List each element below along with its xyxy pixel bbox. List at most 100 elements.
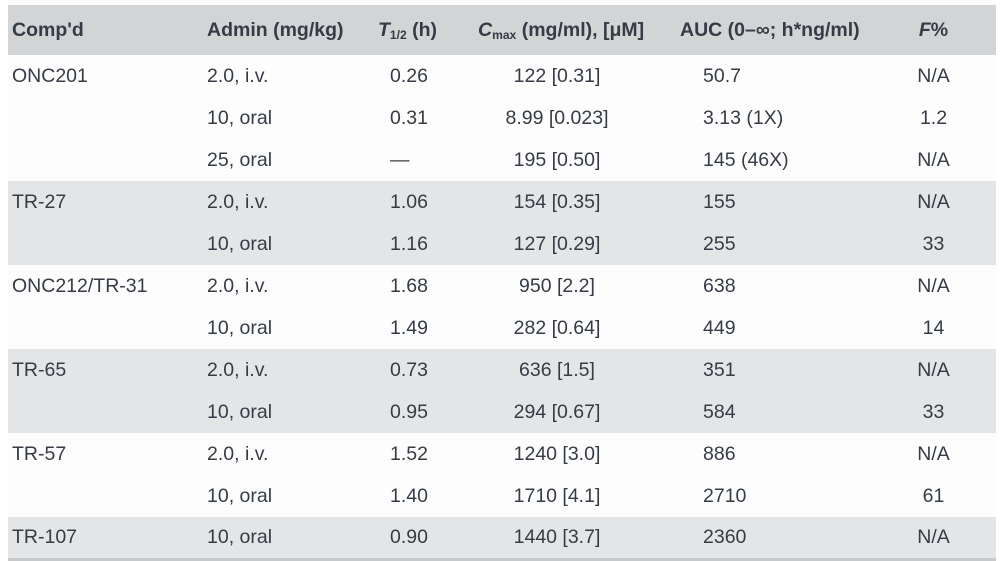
- cell-compound: [8, 307, 203, 349]
- table-row: TR-65 2.0, i.v. 0.73 636 [1.5] 351 N/A: [8, 349, 996, 391]
- cell-auc: 449: [703, 316, 736, 339]
- table-row: 10, oral 1.49 282 [0.64] 449 14: [8, 307, 996, 349]
- cell-administration: 10, oral: [203, 517, 375, 561]
- cell-half-life: 1.49: [390, 316, 428, 339]
- cell-administration: 2.0, i.v.: [207, 190, 269, 213]
- cell-half-life: 0.31: [390, 106, 428, 129]
- cell-auc: 2360: [641, 517, 871, 561]
- cell-half-life: 0.95: [390, 400, 428, 423]
- cell-bioavailability: 61: [922, 484, 945, 507]
- cell-compound: TR-107: [8, 517, 203, 561]
- column-header-compd: Comp'd: [8, 5, 203, 55]
- cell-administration: 10, oral: [207, 400, 273, 423]
- cell-auc: 50.7: [703, 64, 741, 87]
- cell-bioavailability: N/A: [917, 442, 950, 465]
- cell-compound: TR-27: [12, 190, 67, 213]
- cell-bioavailability: 33: [922, 400, 945, 423]
- cell-auc: 255: [703, 232, 736, 255]
- cell-half-life: 1.40: [390, 484, 428, 507]
- cell-half-life: 1.52: [390, 442, 428, 465]
- cell-cmax: 122 [0.31]: [513, 64, 601, 87]
- thalf-subscript: 1/2: [389, 27, 407, 42]
- cell-administration: 2.0, i.v.: [207, 64, 269, 87]
- cell-compound: [8, 139, 203, 181]
- fpct-unit: %: [930, 18, 949, 41]
- table-header: Comp'd Admin (mg/kg) T1/2 (h) Cmax (mg/m…: [8, 5, 996, 55]
- table-row: 25, oral — 195 [0.50] 145 (46X) N/A: [8, 139, 996, 181]
- cell-bioavailability: 14: [922, 316, 945, 339]
- cell-half-life: 0.90: [375, 517, 473, 561]
- header-row: Comp'd Admin (mg/kg) T1/2 (h) Cmax (mg/m…: [8, 5, 996, 55]
- cell-compound: TR-65: [12, 358, 67, 381]
- cmax-unit: (mg/ml), [μM]: [516, 18, 645, 41]
- cell-half-life: 1.68: [390, 274, 428, 297]
- table-row: TR-27 2.0, i.v. 1.06 154 [0.35] 155 N/A: [8, 181, 996, 223]
- cmax-symbol: C: [478, 18, 493, 41]
- cell-administration: 25, oral: [207, 148, 273, 171]
- cell-half-life: 1.06: [390, 190, 428, 213]
- cell-cmax: 195 [0.50]: [513, 148, 601, 171]
- fpct-symbol: F: [918, 18, 931, 41]
- table-row: 10, oral 0.95 294 [0.67] 584 33: [8, 391, 996, 433]
- table-row: ONC201 2.0, i.v. 0.26 122 [0.31] 50.7 N/…: [8, 55, 996, 97]
- cell-auc: 638: [703, 274, 736, 297]
- pharmacokinetics-table: Comp'd Admin (mg/kg) T1/2 (h) Cmax (mg/m…: [8, 5, 996, 561]
- cell-compound: [8, 391, 203, 433]
- table-row: TR-57 2.0, i.v. 1.52 1240 [3.0] 886 N/A: [8, 433, 996, 475]
- cell-bioavailability: 33: [922, 232, 945, 255]
- table-row: 10, oral 1.40 1710 [4.1] 2710 61: [8, 475, 996, 517]
- table-row: TR-107 10, oral 0.90 1440 [3.7] 2360 N/A: [8, 517, 996, 561]
- cell-cmax: 294 [0.67]: [513, 400, 601, 423]
- thalf-unit: (h): [406, 18, 438, 41]
- cell-half-life: 1.16: [390, 232, 428, 255]
- column-header-thalf: T1/2 (h): [375, 5, 473, 55]
- table-row: ONC212/TR-31 2.0, i.v. 1.68 950 [2.2] 63…: [8, 265, 996, 307]
- cell-cmax: 1440 [3.7]: [473, 517, 641, 561]
- cell-auc: 155: [703, 190, 736, 213]
- cell-compound: ONC212/TR-31: [12, 274, 148, 297]
- cell-cmax: 8.99 [0.023]: [505, 106, 609, 129]
- cell-administration: 10, oral: [207, 316, 273, 339]
- cell-auc: 886: [703, 442, 736, 465]
- cell-administration: 10, oral: [207, 106, 273, 129]
- cell-bioavailability: N/A: [917, 148, 950, 171]
- cmax-subscript: max: [492, 27, 517, 42]
- cell-bioavailability: N/A: [917, 64, 950, 87]
- column-header-auc: AUC (0–∞; h*ng/ml): [641, 5, 871, 55]
- cell-bioavailability: N/A: [917, 190, 950, 213]
- cell-bioavailability: N/A: [871, 517, 996, 561]
- cell-half-life: —: [390, 148, 410, 171]
- cell-administration: 2.0, i.v.: [207, 274, 269, 297]
- cell-bioavailability: N/A: [917, 358, 950, 381]
- cell-auc: 145 (46X): [703, 148, 789, 171]
- table-row: 10, oral 1.16 127 [0.29] 255 33: [8, 223, 996, 265]
- cell-auc: 584: [703, 400, 736, 423]
- cell-auc: 351: [703, 358, 736, 381]
- thalf-symbol: T: [378, 18, 390, 41]
- table-row: 10, oral 0.31 8.99 [0.023] 3.13 (1X) 1.2: [8, 97, 996, 139]
- cell-compound: TR-57: [12, 442, 67, 465]
- cell-compound: [8, 475, 203, 517]
- cell-cmax: 154 [0.35]: [513, 190, 601, 213]
- cell-administration: 2.0, i.v.: [207, 358, 269, 381]
- column-header-admin: Admin (mg/kg): [203, 5, 375, 55]
- cell-half-life: 0.73: [390, 358, 428, 381]
- cell-half-life: 0.26: [390, 64, 428, 87]
- cell-bioavailability: N/A: [917, 274, 950, 297]
- cell-administration: 10, oral: [207, 484, 273, 507]
- cell-cmax: 282 [0.64]: [513, 316, 601, 339]
- column-header-cmax: Cmax (mg/ml), [μM]: [473, 5, 645, 55]
- cell-compound: [8, 223, 203, 265]
- cell-cmax: 1710 [4.1]: [513, 484, 601, 507]
- table-body: ONC201 2.0, i.v. 0.26 122 [0.31] 50.7 N/…: [8, 55, 996, 561]
- cell-cmax: 950 [2.2]: [519, 274, 595, 297]
- cell-auc: 2710: [703, 484, 747, 507]
- cell-auc: 3.13 (1X): [703, 106, 784, 129]
- cell-cmax: 127 [0.29]: [513, 232, 601, 255]
- cell-administration: 2.0, i.v.: [207, 442, 269, 465]
- cell-compound: ONC201: [12, 64, 88, 87]
- column-header-fpct: F%: [871, 5, 996, 55]
- cell-compound: [8, 97, 203, 139]
- cell-cmax: 1240 [3.0]: [513, 442, 601, 465]
- cell-bioavailability: 1.2: [919, 106, 948, 129]
